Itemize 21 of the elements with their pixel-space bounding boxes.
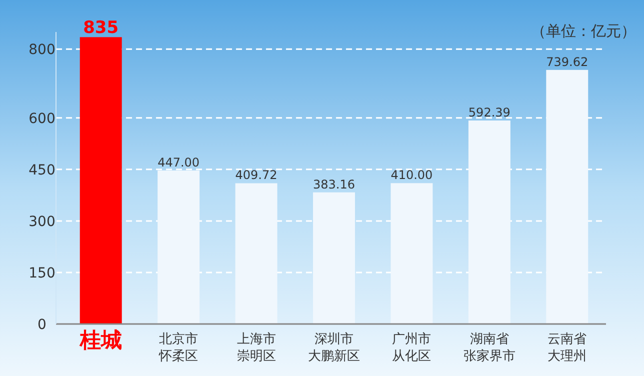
x-tick-label: 广州市从化区 (392, 332, 432, 364)
y-tick-label: 0 (38, 317, 46, 333)
x-tick-label: 桂城 (78, 328, 122, 352)
y-tick-label: 150 (28, 265, 56, 282)
x-tick-label: 深圳市大鹏新区 (308, 332, 360, 364)
y-tick-label: 800 (28, 42, 56, 58)
data-label: 409.72 (235, 168, 278, 182)
data-label: 447.00 (158, 155, 200, 170)
data-label: 383.16 (313, 177, 355, 192)
x-tick-label: 湖南省张家界市 (463, 332, 516, 364)
data-label: 739.62 (546, 54, 588, 69)
data-label: 835 (83, 18, 119, 38)
x-tick-label: 北京市怀柔区 (158, 332, 198, 364)
y-tick-label: 450 (28, 162, 56, 178)
y-tick-label: 600 (28, 110, 56, 127)
annotation: （单位：亿元） (531, 22, 636, 40)
y-tick-label: 300 (28, 214, 56, 230)
x-tick-label: 云南省大理州 (548, 332, 587, 364)
data-label: 410.00 (390, 168, 433, 182)
data-label: 592.39 (468, 105, 510, 120)
x-tick-label: 上海市崇明区 (236, 332, 276, 364)
